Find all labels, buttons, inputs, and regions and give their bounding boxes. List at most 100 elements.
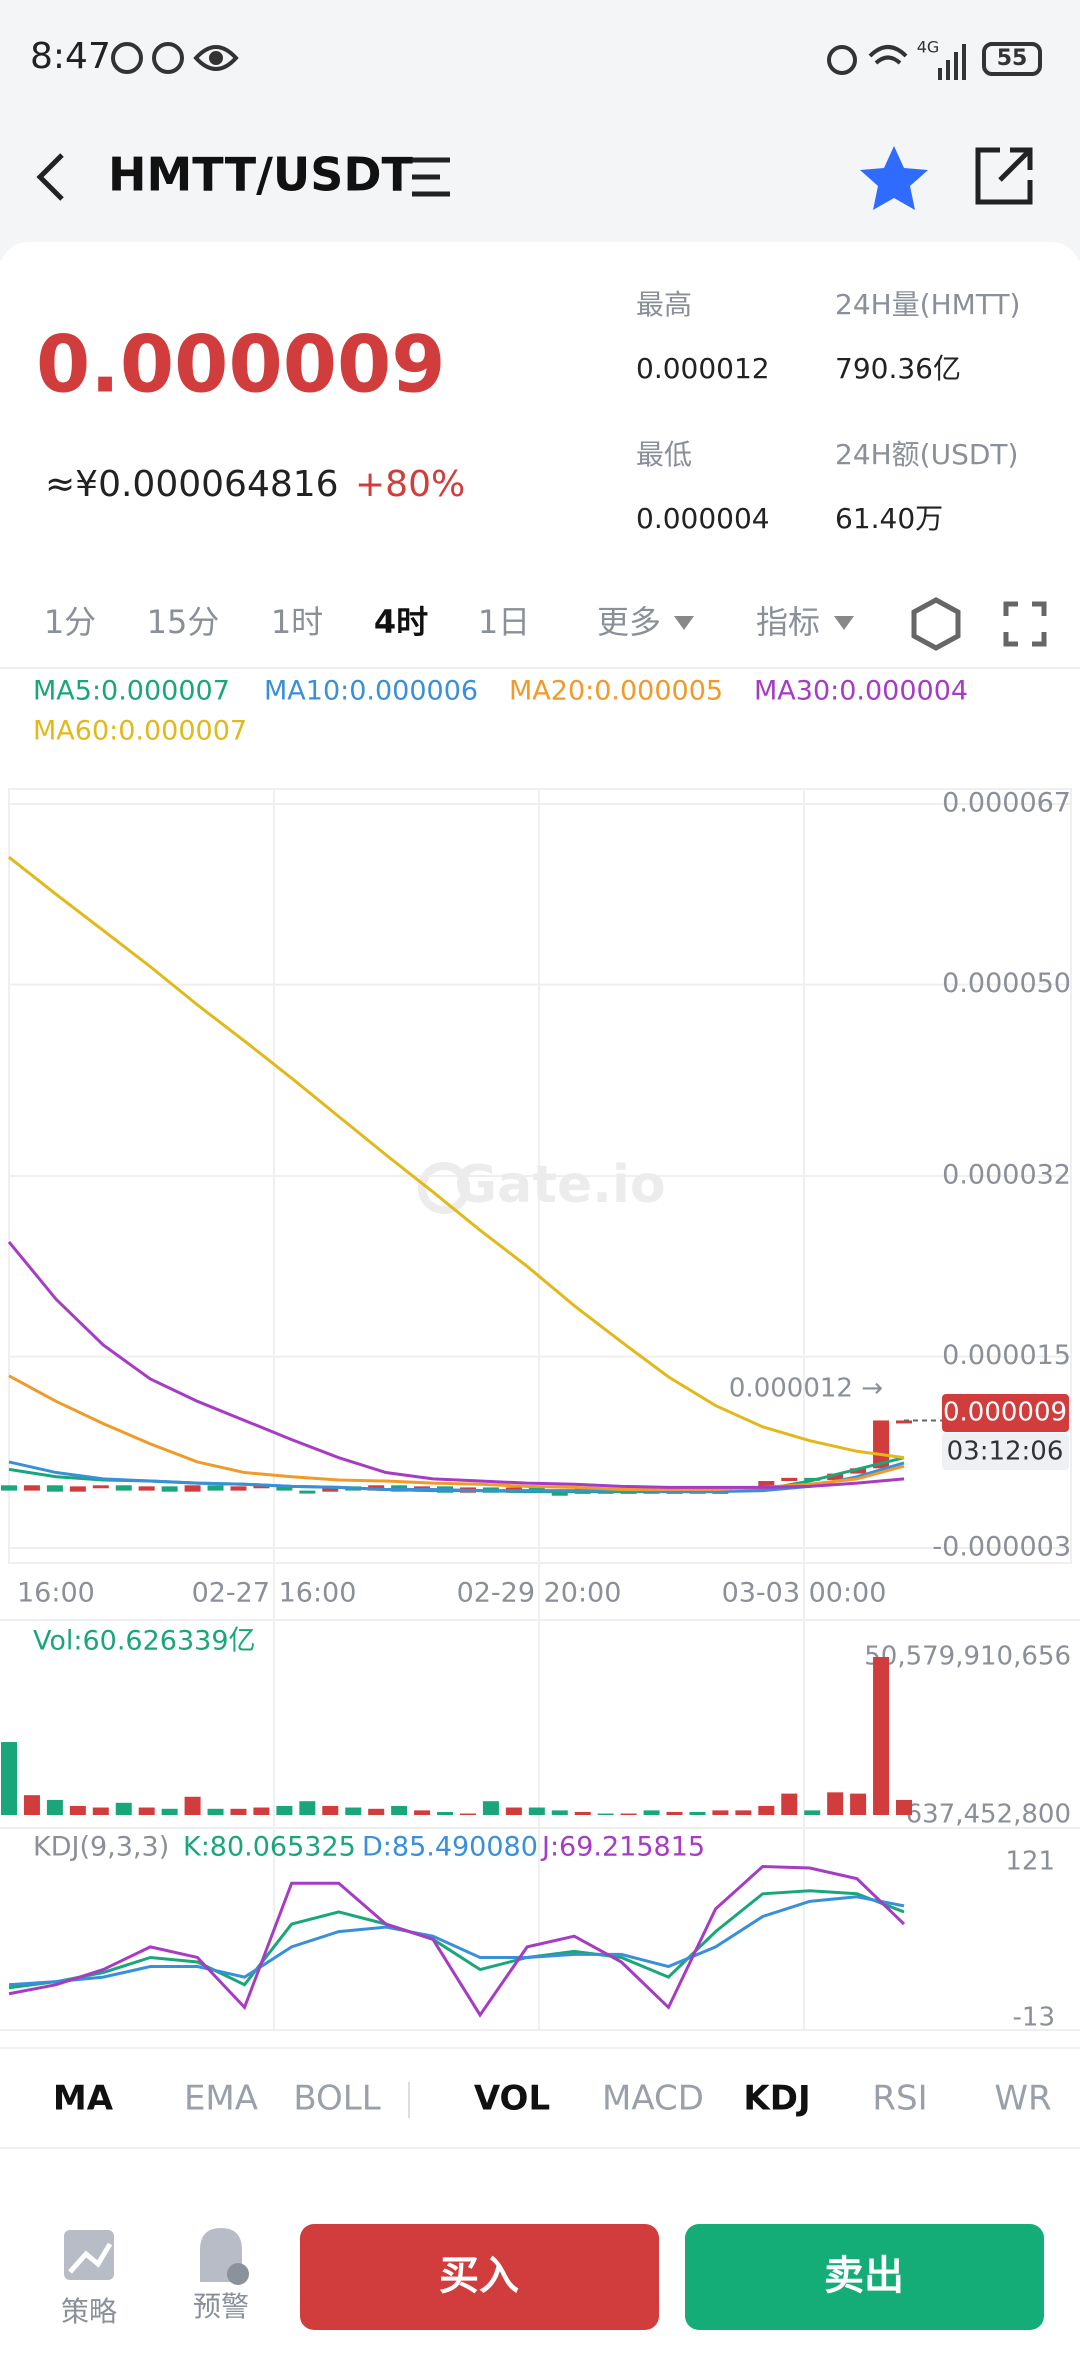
y-tick-label: 121 bbox=[1005, 1847, 1055, 1877]
share-button[interactable] bbox=[975, 147, 1033, 205]
battery-icon bbox=[982, 42, 1042, 76]
price-cny: ≈¥0.000064816 bbox=[45, 464, 339, 505]
legend-entry: K:80.065325 bbox=[183, 1832, 356, 1863]
volume-bar bbox=[115, 1802, 132, 1815]
candle bbox=[850, 1468, 867, 1474]
candle bbox=[276, 1485, 293, 1491]
timeframe-tab[interactable]: 1日 bbox=[478, 603, 530, 641]
indicator-tab[interactable]: BOLL bbox=[293, 2079, 380, 2119]
buy-label: 买入 bbox=[439, 2253, 519, 2299]
ma-line bbox=[8, 1460, 905, 1494]
watermark-logo bbox=[418, 1162, 470, 1214]
y-tick-label: 50,579,910,656 bbox=[864, 1642, 1071, 1672]
candle bbox=[161, 1486, 178, 1492]
volume-bar bbox=[482, 1801, 499, 1815]
candle bbox=[207, 1485, 224, 1491]
countdown-label: 03:12:06 bbox=[947, 1437, 1064, 1467]
ma-line bbox=[8, 855, 905, 1460]
stat-value: 0.000004 bbox=[636, 502, 770, 535]
icon bbox=[111, 42, 143, 74]
volume-bar bbox=[758, 1805, 775, 1815]
fullscreen-button[interactable] bbox=[1003, 601, 1047, 647]
timeframe-tab[interactable]: 1时 bbox=[271, 603, 323, 641]
y-tick-label: 0.000067 bbox=[942, 788, 1071, 819]
candle bbox=[896, 1420, 912, 1424]
x-tick-label: 02-29 20:00 bbox=[457, 1578, 622, 1609]
legend-entry: MA30:0.000004 bbox=[754, 676, 968, 707]
y-tick-label: 0.000015 bbox=[942, 1340, 1071, 1371]
volume-bar bbox=[896, 1799, 912, 1815]
x-tick-label: 16:00 bbox=[17, 1578, 95, 1609]
volume-bar bbox=[551, 1810, 568, 1815]
volume-bar bbox=[620, 1813, 637, 1815]
x-tick-label: 03-03 00:00 bbox=[722, 1578, 887, 1609]
volume-bar bbox=[850, 1793, 867, 1815]
network: 4G bbox=[917, 38, 940, 57]
buy-button[interactable] bbox=[300, 2224, 659, 2330]
volume-bar bbox=[574, 1811, 591, 1815]
timeframe-tab[interactable]: 1分 bbox=[44, 603, 96, 641]
volume-bar bbox=[437, 1811, 454, 1815]
indicator-tab[interactable]: VOL bbox=[474, 2079, 550, 2119]
alert-button[interactable] bbox=[200, 2228, 249, 2285]
sell-button[interactable] bbox=[685, 2224, 1044, 2330]
pair-menu[interactable] bbox=[412, 157, 450, 197]
timeframe-tab[interactable]: 指标 bbox=[756, 603, 820, 641]
favorite-star[interactable] bbox=[860, 146, 928, 210]
indicator-tab[interactable]: MACD bbox=[602, 2079, 704, 2119]
volume-bar bbox=[459, 1813, 476, 1815]
signal-icon bbox=[938, 44, 966, 80]
candle bbox=[138, 1486, 155, 1491]
volume-bar bbox=[23, 1795, 40, 1815]
stat-label: 最低 bbox=[636, 438, 692, 471]
kdj-line bbox=[8, 1895, 905, 1987]
y-tick-label: 637,452,800 bbox=[906, 1800, 1071, 1830]
pair-title: HMTT/USDT bbox=[108, 148, 414, 202]
legend-entry: MA5:0.000007 bbox=[33, 676, 230, 707]
stat-value: 790.36亿 bbox=[835, 352, 961, 385]
volume-bar bbox=[873, 1657, 890, 1815]
candle bbox=[1, 1485, 17, 1491]
candle bbox=[827, 1473, 844, 1480]
volume-bar bbox=[735, 1810, 752, 1815]
share-icon bbox=[998, 147, 1033, 182]
icon bbox=[193, 45, 239, 71]
strategy-icon bbox=[68, 2242, 113, 2274]
kdj-line bbox=[8, 1889, 905, 1990]
legend-entry: J:69.215815 bbox=[540, 1832, 705, 1863]
volume-bar bbox=[299, 1801, 316, 1815]
wifi-icon bbox=[868, 45, 908, 65]
volume-bar bbox=[414, 1810, 431, 1815]
alarm-icon bbox=[827, 45, 857, 75]
last-price-tag bbox=[942, 1394, 1069, 1432]
strategy-button[interactable] bbox=[64, 2230, 114, 2280]
volume-bar bbox=[184, 1796, 201, 1815]
back-button[interactable] bbox=[36, 153, 64, 201]
indicator-tab[interactable]: EMA bbox=[184, 2079, 258, 2119]
timeframe-tab[interactable]: 15分 bbox=[147, 603, 220, 641]
volume-bar bbox=[666, 1811, 683, 1815]
indicator-tab[interactable]: WR bbox=[994, 2079, 1051, 2119]
candle bbox=[253, 1485, 270, 1489]
indicator-tab[interactable]: KDJ bbox=[743, 2079, 810, 2119]
indicator-tab[interactable]: RSI bbox=[872, 2079, 927, 2119]
volume-bar bbox=[207, 1808, 224, 1815]
volume-bar bbox=[161, 1808, 178, 1815]
y-tick-label: -0.000003 bbox=[932, 1532, 1071, 1563]
timeframe-tab[interactable]: 更多 bbox=[597, 603, 661, 641]
stat-label: 24H量(HMTT) bbox=[835, 288, 1020, 321]
volume-bar bbox=[138, 1807, 155, 1815]
price-change: +80% bbox=[355, 464, 465, 505]
status-time: 8:47 bbox=[30, 36, 111, 77]
settings-button[interactable] bbox=[911, 597, 961, 651]
volume-bar bbox=[230, 1808, 247, 1815]
timeframe-tab[interactable]: 4时 bbox=[374, 603, 428, 641]
indicator-tab[interactable]: MA bbox=[53, 2079, 114, 2119]
last-price-tag-label: 0.000009 bbox=[943, 1398, 1067, 1428]
volume-bar bbox=[1, 1742, 17, 1815]
stat-label: 最高 bbox=[636, 288, 692, 321]
volume-bar bbox=[92, 1807, 109, 1815]
y-tick-label: -13 bbox=[1013, 2003, 1055, 2033]
